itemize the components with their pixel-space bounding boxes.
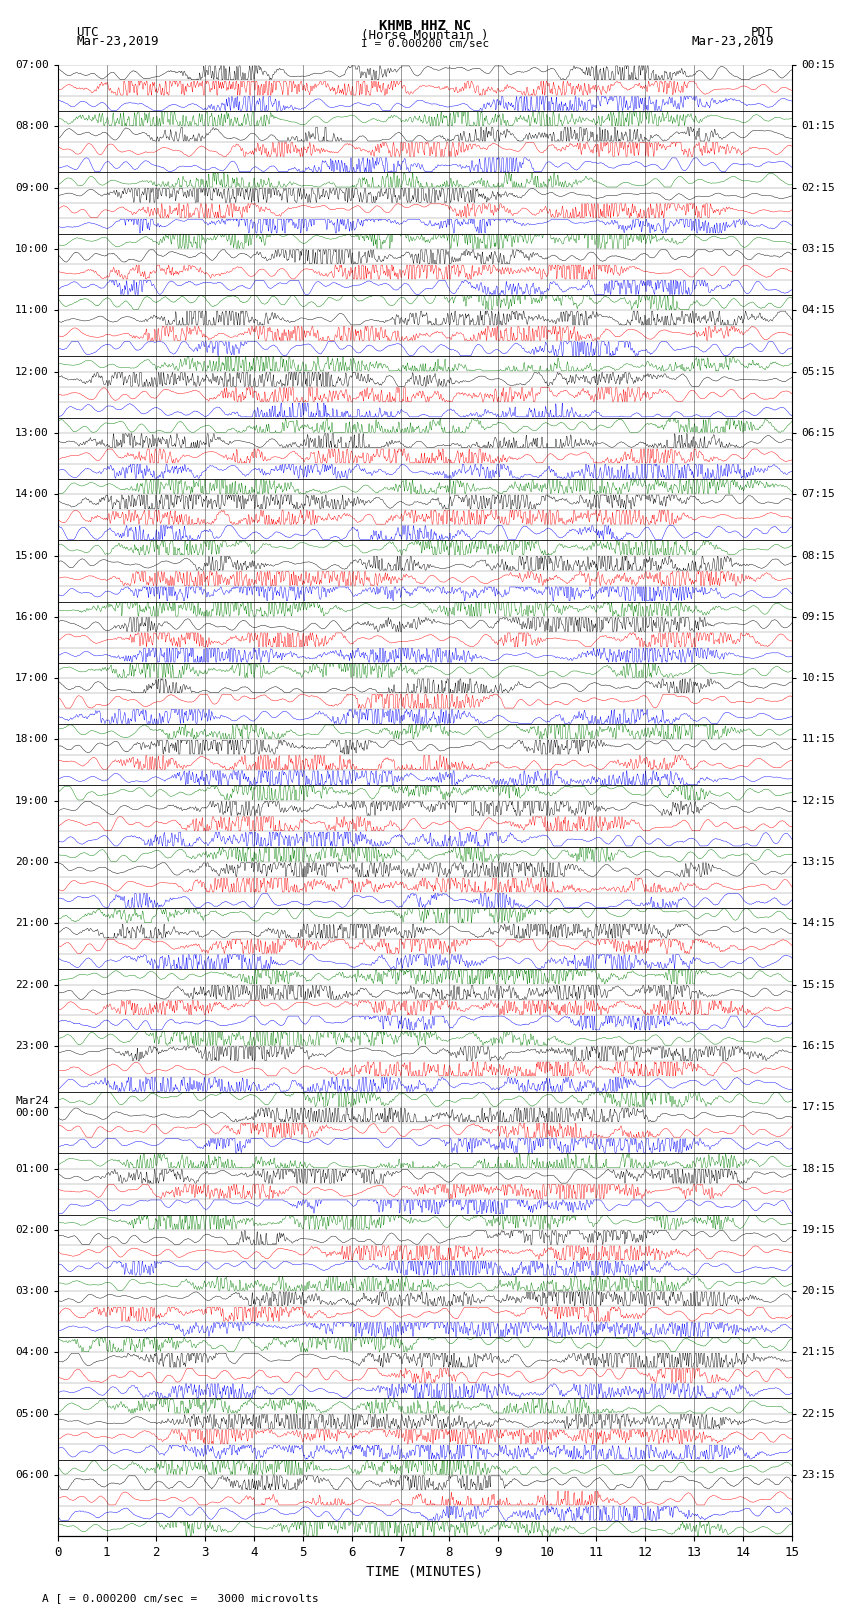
Text: I = 0.000200 cm/sec: I = 0.000200 cm/sec: [361, 39, 489, 48]
Text: Mar-23,2019: Mar-23,2019: [76, 35, 159, 48]
X-axis label: TIME (MINUTES): TIME (MINUTES): [366, 1565, 484, 1579]
Text: KHMB HHZ NC: KHMB HHZ NC: [379, 19, 471, 34]
Text: Mar-23,2019: Mar-23,2019: [691, 35, 774, 48]
Text: (Horse Mountain ): (Horse Mountain ): [361, 29, 489, 42]
Text: A [ = 0.000200 cm/sec =   3000 microvolts: A [ = 0.000200 cm/sec = 3000 microvolts: [42, 1594, 320, 1603]
Text: UTC: UTC: [76, 26, 99, 39]
Text: PDT: PDT: [751, 26, 774, 39]
